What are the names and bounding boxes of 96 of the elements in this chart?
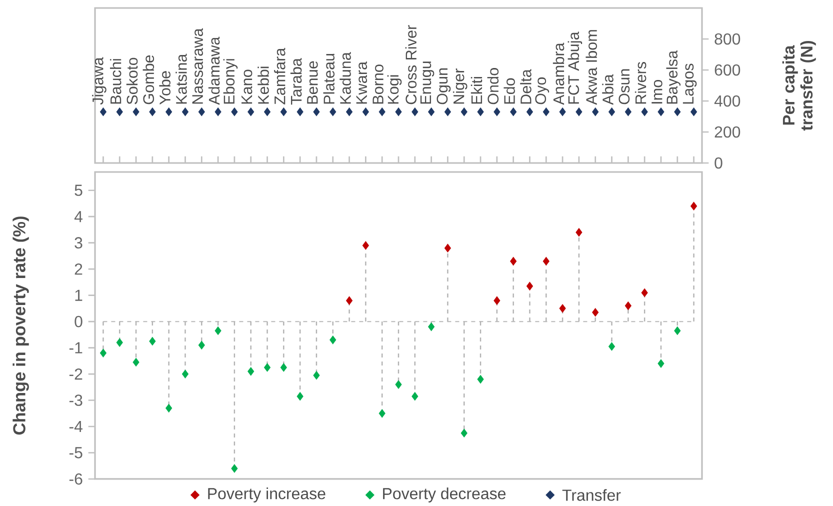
x-tick-label: Borno [372,64,384,104]
point [576,228,582,237]
x-tick-label: Adamawa [208,36,220,105]
x-tick-label: Sokoto [126,58,138,104]
y2-tick-label: 400 [714,95,740,107]
point [330,336,336,344]
x-tick-label: Ebonyi [223,59,238,104]
x-tick-label: FCT Abuja [568,32,582,104]
y-axis-title: Change in poverty rate (%) [12,216,29,435]
x-tick-label: Delta [520,69,532,104]
point [592,308,599,317]
x-tick-label: Taraba [290,58,302,105]
x-tick-label: Zamfara [274,48,286,104]
x-tick-label: Yobe [159,71,170,105]
y-tick-label: 4 [74,211,82,222]
x-tick-label: Kano [242,70,252,104]
point [690,202,698,210]
y2-tick-label: 600 [714,64,740,76]
y-tick-label: -5 [69,447,82,458]
point [444,244,451,252]
legend-label: Poverty decrease [383,488,506,502]
y-tick-label: -3 [69,394,82,406]
point [296,392,304,401]
x-tick-label: Kebbi [258,66,269,104]
x-tick-label: Katsina [176,54,187,104]
point [132,358,140,366]
x-tick-label: Cross River [405,25,417,104]
x-tick-label: Bayelsa [666,50,681,104]
legend-label: Poverty increase [208,488,326,502]
point [608,342,616,351]
point [641,288,648,297]
point [182,370,188,378]
point [264,363,271,372]
x-tick-label: Ekiti [470,76,482,104]
point [280,363,287,372]
point [100,348,106,358]
legend-label: Transfer [562,489,621,501]
x-tick-label: Osun [618,69,630,104]
x-tick-label: Bauchi [110,59,122,104]
point [313,371,320,380]
x-tick-label: Imo [652,80,662,104]
x-tick-label: Rivers [634,62,646,104]
x-tick-label: Lagos [682,64,697,104]
point [526,282,534,290]
y-tick-label: -6 [69,473,82,485]
x-tick-label: Kogi [387,75,402,104]
y-tick-label: 3 [74,237,82,248]
x-tick-label: Akwa Ibom [586,30,597,105]
point [510,256,517,266]
y-tick-label: -1 [69,342,82,354]
point [542,256,550,266]
y2-tick-label: 0 [714,157,722,169]
point [198,340,205,350]
x-tick-label: Abia [602,74,614,105]
y-tick-label: -4 [69,421,82,432]
point [460,428,468,438]
point [378,409,386,418]
point [116,338,123,347]
x-tick-label: Edo [504,78,515,104]
y-tick-label: 1 [75,290,82,301]
y2-tick-label: 800 [714,33,740,45]
x-tick-label: Nassarawa [192,28,203,104]
x-tick-label: Oyo [535,77,550,104]
x-tick-label: Niger [452,68,468,104]
x-tick-label: Benue [307,61,318,104]
point [362,241,369,250]
x-tick-label: Gombe [142,55,154,104]
x-tick-label: Anambra [552,42,564,105]
point [166,404,172,412]
x-tick-label: Plateau [323,54,335,104]
point [559,304,566,313]
point [624,302,632,310]
y-tick-label: 0 [74,316,82,328]
x-tick-label: Jigawa [92,57,106,105]
point [658,359,664,368]
x-tick-label: Enugu [420,62,434,104]
point [494,296,500,305]
y-tick-label: -2 [69,368,82,380]
y2-tick-label: 200 [714,126,740,138]
x-tick-label: Kwara [356,61,368,104]
point [214,326,222,336]
point [674,326,681,336]
point [149,336,156,346]
point [231,464,238,473]
point [428,322,435,332]
x-tick-label: Kaduna [340,52,351,104]
x-tick-label: Ogun [436,68,451,104]
y-tick-label: 5 [74,184,82,196]
y2-axis-title: Per capita transfer (N) [782,40,816,131]
point [248,367,254,376]
point [346,296,353,305]
point [477,375,484,384]
y-tick-label: 2 [74,263,82,275]
point [395,380,402,389]
x-tick-label: Ondo [487,68,499,104]
point [412,392,418,401]
